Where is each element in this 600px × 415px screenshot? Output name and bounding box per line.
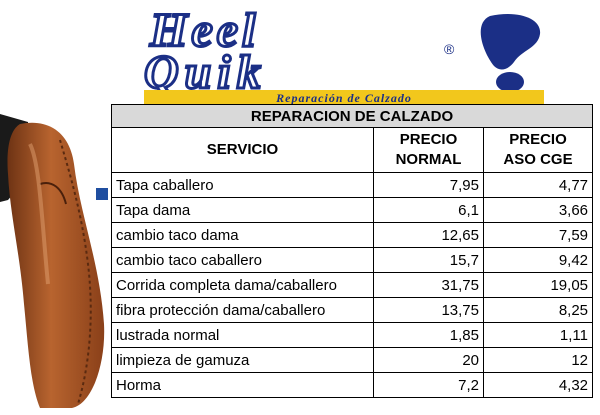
service-cell: Tapa caballero bbox=[111, 172, 374, 198]
price-aso-cell: 4,77 bbox=[482, 172, 594, 198]
price-normal-cell: 15,7 bbox=[373, 247, 484, 273]
table-row: limpieza de gamuza 20 12 bbox=[111, 347, 594, 373]
table-row: Corrida completa dama/caballero 31,75 19… bbox=[111, 272, 594, 298]
service-cell: lustrada normal bbox=[111, 322, 374, 348]
header-price-aso: PRECIO ASO CGE bbox=[482, 127, 594, 173]
price-aso-cell: 19,05 bbox=[482, 272, 594, 298]
price-aso-cell: 4,32 bbox=[482, 372, 594, 398]
service-cell: limpieza de gamuza bbox=[111, 347, 374, 373]
heel-quik-logo: Heel Quik ® Reparación de Calzado bbox=[122, 4, 560, 108]
price-aso-cell: 8,25 bbox=[482, 297, 594, 323]
table-row: cambio taco dama 12,65 7,59 bbox=[111, 222, 594, 248]
table-title: REPARACION DE CALZADO bbox=[110, 104, 594, 128]
table-row: Tapa dama 6,1 3,66 bbox=[111, 197, 594, 223]
logo-tagline-bar: Reparación de Calzado bbox=[144, 90, 544, 106]
bullet-marker bbox=[96, 188, 108, 200]
header-price-normal: PRECIO NORMAL bbox=[373, 127, 484, 173]
table-header-row: SERVICIO PRECIO NORMAL PRECIO ASO CGE bbox=[111, 127, 594, 173]
table-row: lustrada normal 1,85 1,11 bbox=[111, 322, 594, 348]
price-normal-cell: 12,65 bbox=[373, 222, 484, 248]
price-normal-cell: 1,85 bbox=[373, 322, 484, 348]
price-aso-cell: 9,42 bbox=[482, 247, 594, 273]
logo-brand-line1: Heel bbox=[149, 4, 259, 57]
price-normal-cell: 7,95 bbox=[373, 172, 484, 198]
logo-registered-mark: ® bbox=[444, 41, 455, 57]
table-row: Tapa caballero 7,95 4,77 bbox=[111, 172, 594, 198]
table-row: cambio taco caballero 15,7 9,42 bbox=[111, 247, 594, 273]
price-normal-cell: 7,2 bbox=[373, 372, 484, 398]
header-service: SERVICIO bbox=[111, 127, 374, 173]
price-aso-cell: 3,66 bbox=[482, 197, 594, 223]
service-cell: cambio taco dama bbox=[111, 222, 374, 248]
price-aso-cell: 1,11 bbox=[482, 322, 594, 348]
leather-shoe-icon bbox=[0, 104, 110, 410]
service-cell: Tapa dama bbox=[111, 197, 374, 223]
service-cell: Horma bbox=[111, 372, 374, 398]
service-cell: cambio taco caballero bbox=[111, 247, 374, 273]
price-table: REPARACION DE CALZADO SERVICIO PRECIO NOR… bbox=[110, 104, 594, 398]
service-cell: fibra protección dama/caballero bbox=[111, 297, 374, 323]
table-title-row: REPARACION DE CALZADO bbox=[110, 104, 594, 128]
price-normal-cell: 6,1 bbox=[373, 197, 484, 223]
price-normal-cell: 31,75 bbox=[373, 272, 484, 298]
price-normal-cell: 20 bbox=[373, 347, 484, 373]
price-aso-cell: 7,59 bbox=[482, 222, 594, 248]
price-normal-cell: 13,75 bbox=[373, 297, 484, 323]
footprint-icon bbox=[480, 14, 541, 92]
table-row: fibra protección dama/caballero 13,75 8,… bbox=[111, 297, 594, 323]
table-row: Horma 7,2 4,32 bbox=[111, 372, 594, 398]
logo-tagline: Reparación de Calzado bbox=[276, 90, 412, 105]
price-aso-cell: 12 bbox=[482, 347, 594, 373]
service-cell: Corrida completa dama/caballero bbox=[111, 272, 374, 298]
